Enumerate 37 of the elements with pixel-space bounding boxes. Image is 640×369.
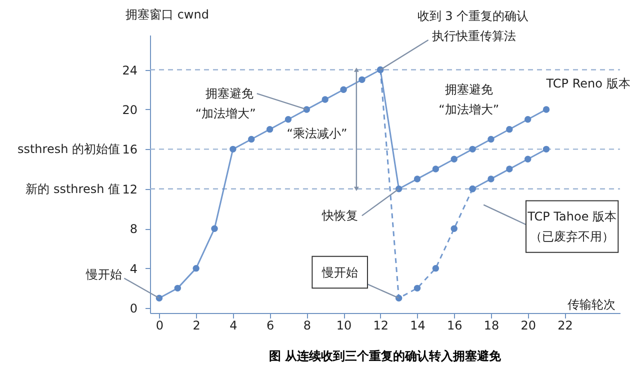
- y-tick-label: 20: [122, 102, 138, 117]
- y-axis-title: 拥塞窗口 cwnd: [126, 8, 209, 22]
- text: 图 从连续收到三个重复的确认转入拥塞避免: [268, 349, 502, 363]
- x-tick-label: 10: [336, 318, 352, 332]
- x-tick-label: 2: [192, 318, 200, 332]
- x-tick-label: 18: [484, 318, 500, 332]
- annotation: （已废弃不用）: [530, 230, 614, 244]
- annotation: 慢开始: [320, 265, 358, 280]
- x-tick-label: 20: [520, 318, 536, 332]
- text: 收到 3 个重复的确认: [417, 9, 529, 24]
- y-tick-label: 4: [130, 262, 138, 276]
- x-tick-label: 6: [266, 318, 274, 332]
- ref-line-label: 新的 ssthresh 值: [26, 182, 120, 196]
- series-label: TCP Reno 版本: [545, 76, 630, 91]
- y-tick-label: 16: [122, 142, 138, 157]
- annotation: “乘法减小”: [286, 126, 348, 140]
- annotation: 拥塞避免: [444, 82, 493, 97]
- annotation: “加法增大”: [195, 106, 256, 120]
- y-tick-label: 12: [122, 182, 138, 196]
- text: TCP Tahoe 版本: [526, 210, 617, 224]
- annotation: 拥塞避免: [205, 86, 254, 101]
- y-tick-label: 24: [122, 63, 138, 78]
- x-tick-label: 22: [558, 318, 573, 332]
- x-tick-label: 0: [156, 318, 164, 332]
- annotation: 快恢复: [320, 208, 358, 223]
- y-tick-label: 8: [130, 222, 138, 236]
- x-tick-label: 4: [230, 318, 238, 332]
- annotation: 慢开始: [84, 267, 122, 282]
- x-tick-label: 8: [303, 318, 311, 332]
- x-axis-title: 传输轮次: [568, 298, 616, 312]
- y-tick-label: 0: [130, 302, 138, 316]
- annotation: 执行快重传算法: [432, 28, 516, 43]
- ref-line-label: ssthresh 的初始值: [17, 142, 120, 156]
- x-tick-label: 16: [446, 318, 462, 332]
- x-tick-label: 14: [410, 318, 426, 332]
- x-tick-label: 12: [373, 318, 389, 332]
- annotation: “加法增大”: [438, 102, 500, 116]
